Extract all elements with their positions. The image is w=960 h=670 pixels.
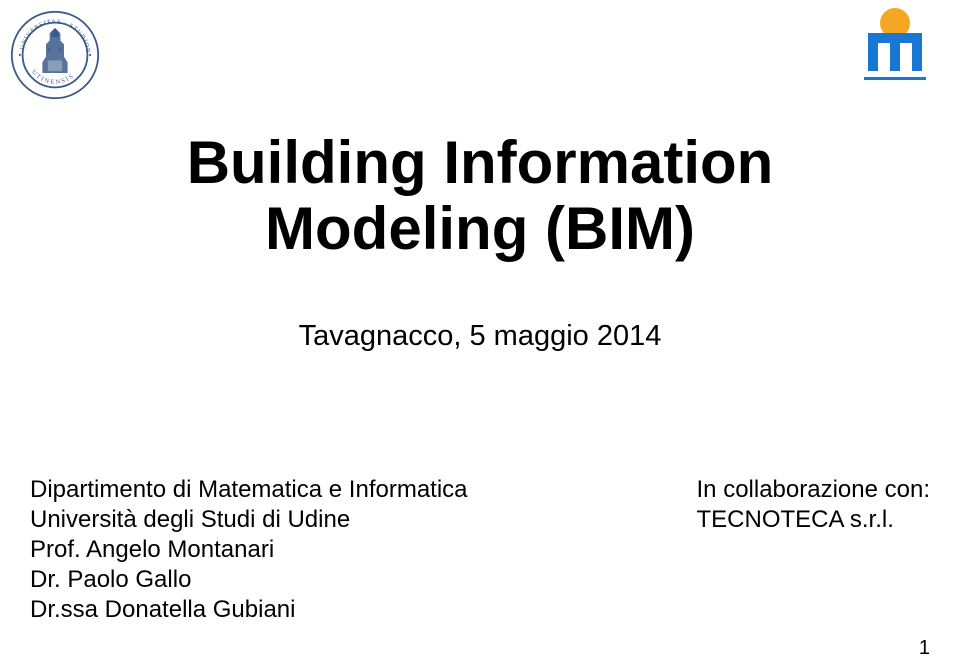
footer-right-block: In collaborazione con: TECNOTECA s.r.l. bbox=[697, 475, 930, 535]
author-1: Prof. Angelo Montanari bbox=[30, 535, 468, 565]
title-line-2: Modeling (BIM) bbox=[265, 195, 695, 262]
university-seal-logo: UNIVERSITAS · STUDIORUM UTINENSIS bbox=[10, 10, 100, 100]
department-name: Dipartimento di Matematica e Informatica bbox=[30, 475, 468, 505]
footer-left-block: Dipartimento di Matematica e Informatica… bbox=[30, 475, 468, 625]
tecnoteca-logo bbox=[860, 5, 930, 85]
author-2: Dr. Paolo Gallo bbox=[30, 565, 468, 595]
seal-icon: UNIVERSITAS · STUDIORUM UTINENSIS bbox=[10, 10, 100, 100]
title-line-1: Building Information bbox=[187, 129, 774, 196]
tecnoteca-icon bbox=[860, 5, 930, 85]
author-3: Dr.ssa Donatella Gubiani bbox=[30, 595, 468, 625]
footer: Dipartimento di Matematica e Informatica… bbox=[30, 475, 930, 625]
collaboration-label: In collaborazione con: bbox=[697, 475, 930, 505]
slide-subtitle: Tavagnacco, 5 maggio 2014 bbox=[80, 320, 880, 353]
page-number: 1 bbox=[919, 637, 930, 660]
collaboration-company: TECNOTECA s.r.l. bbox=[697, 505, 930, 535]
university-name: Università degli Studi di Udine bbox=[30, 505, 468, 535]
slide-title: Building Information Modeling (BIM) bbox=[80, 130, 880, 262]
